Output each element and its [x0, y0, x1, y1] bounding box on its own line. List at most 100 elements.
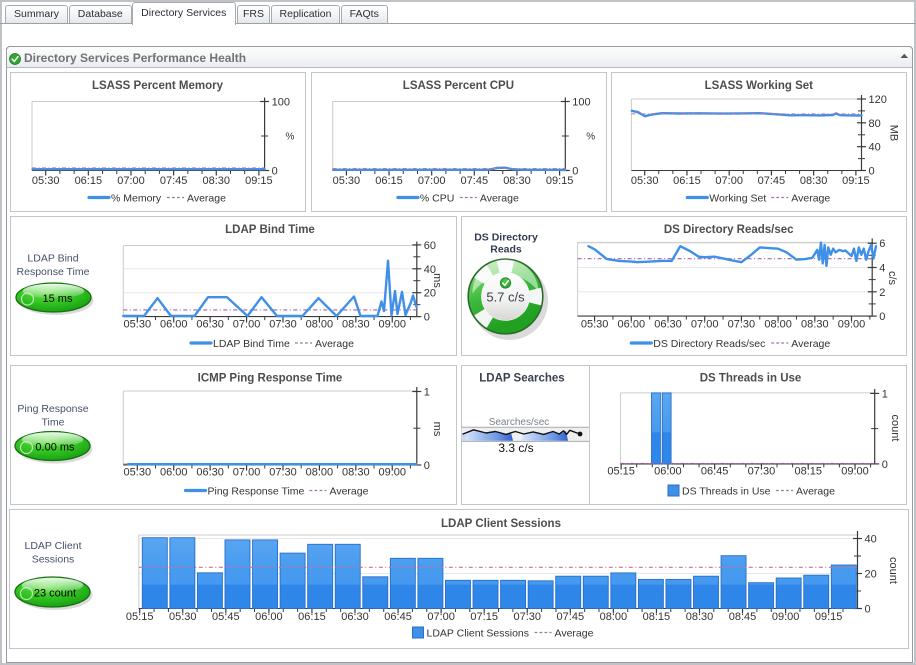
svg-text:120: 120	[869, 94, 887, 106]
svg-text:0: 0	[865, 604, 871, 616]
svg-text:Average: Average	[555, 628, 594, 640]
svg-text:ms: ms	[431, 422, 443, 437]
svg-text:100: 100	[572, 97, 590, 109]
svg-text:07:00: 07:00	[233, 467, 261, 479]
svg-text:08:30: 08:30	[503, 175, 531, 187]
svg-text:0: 0	[572, 166, 578, 178]
svg-text:Average: Average	[796, 486, 835, 498]
svg-text:Ping Response Time: Ping Response Time	[208, 486, 305, 498]
svg-text:06:30: 06:30	[341, 611, 369, 623]
svg-text:09:15: 09:15	[815, 611, 843, 623]
svg-text:DS Directory Reads/sec: DS Directory Reads/sec	[664, 224, 794, 236]
svg-text:0: 0	[882, 459, 888, 471]
svg-text:06:15: 06:15	[375, 175, 403, 187]
svg-text:80: 80	[869, 118, 881, 130]
svg-text:05:30: 05:30	[333, 175, 361, 187]
svg-text:05:30: 05:30	[124, 467, 152, 479]
svg-text:Sessions: Sessions	[32, 553, 75, 565]
svg-text:% CPU: % CPU	[420, 193, 454, 205]
svg-text:06:00: 06:00	[618, 319, 646, 331]
svg-text:06:15: 06:15	[298, 611, 326, 623]
svg-text:07:00: 07:00	[427, 611, 455, 623]
svg-text:LDAP Bind Time: LDAP Bind Time	[225, 224, 315, 236]
svg-text:4: 4	[879, 263, 885, 275]
svg-text:LSASS Percent Memory: LSASS Percent Memory	[92, 80, 224, 92]
svg-text:ICMP Ping Response Time: ICMP Ping Response Time	[198, 373, 343, 385]
svg-text:08:00: 08:00	[764, 319, 792, 331]
svg-text:LDAP Bind Time: LDAP Bind Time	[213, 338, 290, 350]
svg-text:%: %	[286, 132, 295, 143]
svg-text:07:45: 07:45	[461, 175, 489, 187]
svg-text:05:15: 05:15	[126, 611, 154, 623]
svg-text:Reads: Reads	[490, 244, 522, 256]
svg-text:LDAP Client Sessions: LDAP Client Sessions	[427, 628, 530, 640]
svg-text:07:30: 07:30	[269, 319, 297, 331]
svg-text:20: 20	[424, 288, 436, 300]
svg-text:06:00: 06:00	[160, 467, 188, 479]
svg-text:0: 0	[869, 166, 875, 178]
svg-text:0.00 ms: 0.00 ms	[35, 442, 75, 454]
svg-text:0: 0	[424, 312, 430, 324]
svg-text:c/s: c/s	[886, 271, 898, 286]
svg-text:07:45: 07:45	[557, 611, 585, 623]
svg-text:07:00: 07:00	[691, 319, 719, 331]
svg-text:3.3 c/s: 3.3 c/s	[498, 441, 533, 455]
svg-text:05:30: 05:30	[169, 611, 197, 623]
svg-text:05:15: 05:15	[607, 466, 635, 478]
svg-text:07:15: 07:15	[470, 611, 498, 623]
svg-text:100: 100	[272, 97, 290, 109]
svg-text:05:30: 05:30	[581, 319, 609, 331]
svg-text:Searches/sec: Searches/sec	[489, 417, 550, 428]
svg-text:06:30: 06:30	[654, 319, 682, 331]
svg-text:07:00: 07:00	[418, 175, 446, 187]
svg-text:08:15: 08:15	[643, 611, 671, 623]
svg-text:Average: Average	[187, 193, 226, 205]
svg-text:09:00: 09:00	[841, 466, 869, 478]
svg-text:09:15: 09:15	[245, 175, 273, 187]
svg-text:MB: MB	[888, 125, 900, 142]
svg-text:Time: Time	[42, 416, 65, 428]
svg-text:08:00: 08:00	[306, 319, 334, 331]
svg-text:LSASS Percent CPU: LSASS Percent CPU	[403, 80, 514, 92]
svg-text:%: %	[586, 132, 595, 143]
svg-text:09:00: 09:00	[772, 611, 800, 623]
svg-text:Average: Average	[330, 486, 369, 498]
svg-text:08:30: 08:30	[686, 611, 714, 623]
svg-text:08:30: 08:30	[342, 319, 370, 331]
svg-text:DS Directory: DS Directory	[474, 232, 538, 244]
svg-text:06:30: 06:30	[196, 319, 224, 331]
svg-text:05:30: 05:30	[124, 319, 152, 331]
svg-text:05:45: 05:45	[212, 611, 240, 623]
svg-text:08:00: 08:00	[306, 467, 334, 479]
svg-text:06:45: 06:45	[701, 466, 729, 478]
svg-text:07:45: 07:45	[160, 175, 188, 187]
svg-text:Average: Average	[315, 338, 354, 350]
svg-text:07:00: 07:00	[233, 319, 261, 331]
svg-text:09:15: 09:15	[546, 175, 574, 187]
svg-text:06:00: 06:00	[160, 319, 188, 331]
svg-text:Average: Average	[480, 193, 519, 205]
svg-text:09:15: 09:15	[842, 175, 870, 187]
svg-text:5.7 c/s: 5.7 c/s	[486, 290, 525, 305]
svg-text:60: 60	[424, 240, 436, 252]
svg-text:09:00: 09:00	[838, 319, 866, 331]
svg-text:0: 0	[424, 460, 430, 472]
svg-text:LDAP Searches: LDAP Searches	[479, 373, 564, 385]
svg-text:Response Time: Response Time	[17, 266, 90, 278]
svg-text:1: 1	[882, 388, 888, 400]
svg-text:06:45: 06:45	[384, 611, 412, 623]
svg-text:15 ms: 15 ms	[43, 293, 73, 305]
svg-text:count: count	[889, 415, 901, 442]
svg-text:08:30: 08:30	[800, 175, 828, 187]
svg-text:05:30: 05:30	[32, 175, 60, 187]
svg-text:07:30: 07:30	[513, 611, 541, 623]
svg-text:23 count: 23 count	[34, 588, 76, 600]
svg-text:% Memory: % Memory	[111, 193, 162, 205]
svg-text:6: 6	[879, 238, 885, 250]
svg-text:0: 0	[879, 311, 885, 323]
svg-text:40: 40	[865, 534, 877, 546]
svg-text:count: count	[887, 557, 899, 584]
svg-text:20: 20	[865, 569, 877, 581]
svg-text:40: 40	[869, 142, 881, 154]
svg-text:06:15: 06:15	[673, 175, 701, 187]
